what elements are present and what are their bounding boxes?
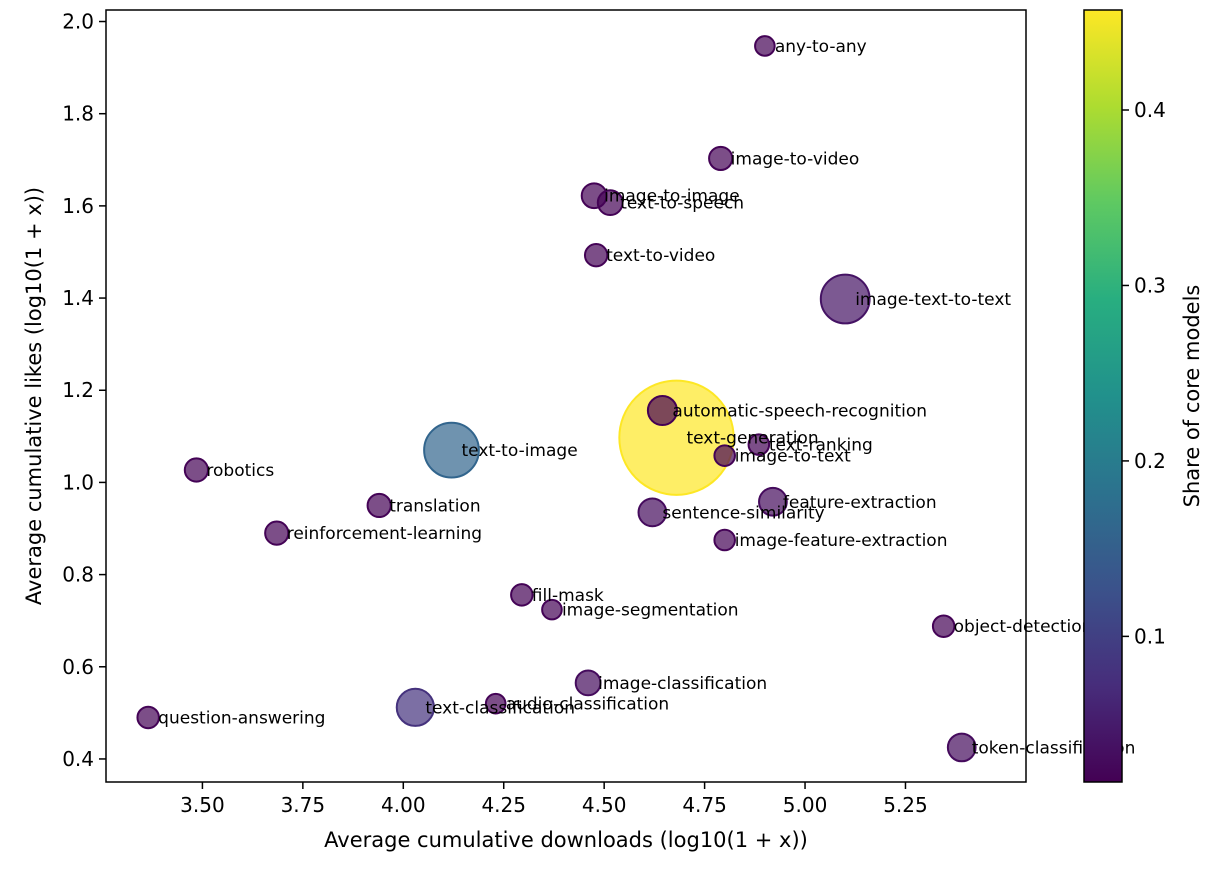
point-image-to-text bbox=[713, 444, 736, 467]
point-label: image-to-video bbox=[731, 149, 860, 169]
colorbar-tick-label: 0.3 bbox=[1134, 273, 1166, 297]
y-tick-label: 0.6 bbox=[62, 655, 94, 679]
point-label: text-generation bbox=[686, 429, 818, 449]
colorbar-tick-label: 0.1 bbox=[1134, 624, 1166, 648]
x-tick-label: 5.00 bbox=[783, 793, 828, 817]
y-tick-label: 1.4 bbox=[62, 286, 94, 310]
colorbar: 0.1 0.2 0.3 0.4 Share of core models bbox=[1083, 9, 1204, 783]
x-axis-label: Average cumulative downloads (log10(1 + … bbox=[324, 828, 808, 852]
point-label: text-to-video bbox=[606, 246, 715, 266]
y-tick-label: 0.4 bbox=[62, 747, 94, 771]
point-image-feature-extraction bbox=[713, 528, 736, 552]
point-question-answering bbox=[136, 705, 160, 730]
point-any-to-any bbox=[754, 35, 776, 57]
x-tick-label: 3.50 bbox=[180, 793, 225, 817]
point-reinforcement-learning bbox=[264, 520, 290, 546]
x-axis: 3.50 3.75 4.00 4.25 4.50 4.75 5.00 5.25 bbox=[180, 782, 928, 817]
point-audio-classification bbox=[484, 692, 507, 715]
point-text-to-speech bbox=[596, 189, 624, 217]
x-tick-label: 4.00 bbox=[381, 793, 426, 817]
point-automatic-speech-recognition bbox=[646, 394, 678, 427]
point-robotics bbox=[183, 457, 209, 483]
point-label: object-detection bbox=[954, 617, 1093, 637]
y-tick-label: 1.6 bbox=[62, 194, 94, 218]
point-text-to-image bbox=[423, 421, 480, 479]
point-label: audio-classification bbox=[506, 695, 670, 715]
point-label: sentence-similarity bbox=[662, 503, 824, 523]
point-image-to-video bbox=[708, 145, 734, 172]
y-tick-label: 2.0 bbox=[62, 10, 94, 34]
colorbar-gradient bbox=[1083, 9, 1123, 783]
colorbar-tick-label: 0.2 bbox=[1134, 449, 1166, 473]
point-label: automatic-speech-recognition bbox=[672, 402, 927, 422]
point-text-ranking bbox=[747, 433, 771, 456]
point-label: question-answering bbox=[158, 708, 325, 728]
point-text-to-video bbox=[583, 243, 609, 268]
point-translation bbox=[366, 492, 392, 519]
colorbar-ticks: 0.1 0.2 0.3 0.4 bbox=[1122, 98, 1166, 648]
point-label: image-segmentation bbox=[562, 601, 739, 621]
y-axis: 0.4 0.6 0.8 1.0 1.2 1.4 1.6 1.8 2.0 bbox=[62, 10, 106, 771]
x-tick-label: 4.25 bbox=[481, 793, 526, 817]
point-label: feature-extraction bbox=[783, 493, 937, 513]
point-image-text-to-text bbox=[819, 273, 871, 325]
point-label: image-text-to-text bbox=[855, 290, 1011, 310]
point-feature-extraction bbox=[758, 486, 788, 517]
points-layer bbox=[136, 35, 977, 763]
point-label: any-to-any bbox=[775, 37, 867, 57]
point-label: image-to-text bbox=[735, 447, 851, 467]
point-text-classification bbox=[395, 687, 435, 727]
plot-frame bbox=[105, 9, 1027, 783]
point-image-segmentation bbox=[541, 598, 563, 621]
point-label: text-classification bbox=[425, 698, 575, 718]
point-label: text-to-image bbox=[462, 441, 578, 461]
y-tick-label: 1.8 bbox=[62, 102, 94, 126]
point-label: text-to-speech bbox=[620, 194, 744, 214]
x-tick-label: 4.50 bbox=[582, 793, 627, 817]
colorbar-label: Share of core models bbox=[1180, 285, 1204, 508]
point-label: robotics bbox=[206, 461, 274, 481]
x-tick-label: 3.75 bbox=[281, 793, 326, 817]
y-axis-label: Average cumulative likes (log10(1 + x)) bbox=[22, 187, 46, 605]
y-tick-label: 0.8 bbox=[62, 563, 94, 587]
point-token-classification bbox=[946, 732, 977, 763]
point-label: text-ranking bbox=[769, 436, 873, 456]
point-object-detection bbox=[931, 614, 956, 638]
point-label: reinforcement-learning bbox=[287, 524, 482, 544]
point-label: translation bbox=[389, 496, 480, 516]
point-image-classification bbox=[574, 669, 602, 697]
point-label: image-classification bbox=[598, 674, 767, 694]
point-label: fill-mask bbox=[532, 586, 604, 606]
point-sentence-similarity bbox=[637, 497, 668, 528]
x-tick-label: 5.25 bbox=[883, 793, 928, 817]
point-label: image-feature-extraction bbox=[735, 531, 948, 551]
point-label: image-to-image bbox=[604, 187, 740, 207]
x-tick-label: 4.75 bbox=[682, 793, 727, 817]
point-fill-mask bbox=[510, 583, 534, 607]
y-tick-label: 1.0 bbox=[62, 470, 94, 494]
colorbar-tick-label: 0.4 bbox=[1134, 98, 1166, 122]
y-tick-label: 1.2 bbox=[62, 378, 94, 402]
